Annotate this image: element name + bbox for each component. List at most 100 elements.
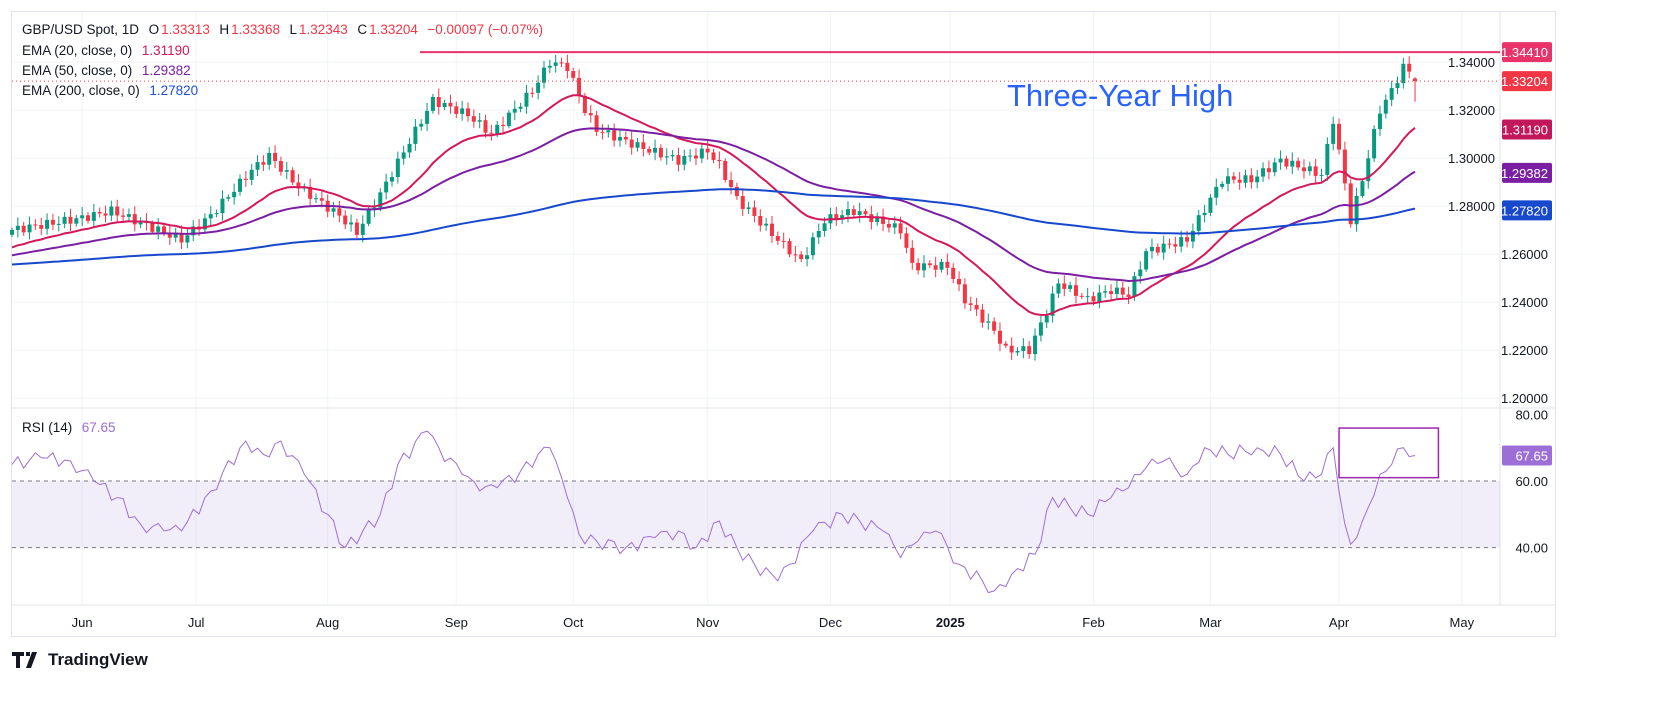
candle-body xyxy=(1243,175,1248,183)
candle-body xyxy=(126,214,131,217)
candle-body xyxy=(185,235,190,243)
candle-body xyxy=(1103,291,1108,293)
candle-body xyxy=(1062,283,1067,289)
rsi-band xyxy=(12,481,1500,548)
candle-body xyxy=(1173,244,1178,247)
candle xyxy=(1208,193,1213,217)
candle xyxy=(1389,80,1394,107)
candle xyxy=(559,57,564,68)
open-label: O xyxy=(148,22,160,37)
candle xyxy=(729,171,734,195)
candle xyxy=(214,209,219,218)
candle-body xyxy=(91,212,96,221)
candle-body xyxy=(1354,195,1359,225)
candle-body xyxy=(284,170,289,172)
candle xyxy=(249,164,254,186)
time-tick-label: Apr xyxy=(1329,615,1350,630)
candle-body xyxy=(1068,285,1073,289)
candle xyxy=(758,209,763,232)
candle xyxy=(1377,105,1382,137)
candle-body xyxy=(354,222,359,235)
candle xyxy=(594,110,599,136)
candle-body xyxy=(1337,123,1342,150)
candle xyxy=(997,322,1002,352)
candle xyxy=(448,94,453,114)
price-badge xyxy=(1502,200,1552,221)
rsi-legend[interactable]: RSI (14) 67.65 xyxy=(22,420,118,435)
candle-body xyxy=(495,124,500,134)
candle xyxy=(764,217,769,231)
candle-body xyxy=(881,216,886,224)
candle-body xyxy=(729,180,734,187)
candle xyxy=(115,199,120,222)
candle-body xyxy=(191,226,196,236)
candle xyxy=(1237,171,1242,190)
rsi-line xyxy=(11,430,1416,594)
candle-body xyxy=(1144,251,1149,270)
tradingview-logo-text: TradingView xyxy=(48,650,148,669)
candle-body xyxy=(1132,276,1137,297)
candle xyxy=(851,205,856,219)
candle-body xyxy=(21,225,26,233)
candle-body xyxy=(1126,294,1131,297)
candle-body xyxy=(670,155,675,157)
candle-body xyxy=(331,208,336,212)
candle xyxy=(39,217,44,236)
candle-body xyxy=(875,216,880,223)
candle-body xyxy=(658,147,663,158)
candle xyxy=(623,131,628,145)
candle xyxy=(921,255,926,278)
candle xyxy=(349,214,354,232)
candle-body xyxy=(1348,183,1353,225)
candle xyxy=(1301,159,1306,179)
candle-body xyxy=(688,155,693,157)
candle-body xyxy=(138,221,143,225)
candle xyxy=(723,158,728,183)
candle-body xyxy=(1331,123,1336,144)
candle xyxy=(1337,118,1342,155)
candle-body xyxy=(734,186,739,197)
ema50-legend[interactable]: EMA (50, close, 0) 1.29382 xyxy=(22,63,193,78)
candle-body xyxy=(442,102,447,108)
candle xyxy=(273,145,278,169)
candle-body xyxy=(1056,283,1061,294)
candle-body xyxy=(1377,113,1382,130)
candle-body xyxy=(1214,186,1219,198)
candle-body xyxy=(758,215,763,226)
rsi-tick-label: 60.00 xyxy=(1515,474,1548,489)
candle-body xyxy=(834,214,839,220)
candle xyxy=(565,54,570,79)
candle-body xyxy=(635,142,640,148)
candle xyxy=(1231,172,1236,184)
candle-body xyxy=(1395,83,1400,89)
rsi-tick-label: 40.00 xyxy=(1515,541,1548,556)
candle-body xyxy=(986,321,991,323)
candle xyxy=(489,124,494,141)
candle-body xyxy=(1342,149,1347,184)
candle xyxy=(1225,167,1230,192)
candle xyxy=(875,212,880,226)
tradingview-logo[interactable]: TradingView xyxy=(12,650,148,670)
candle-body xyxy=(863,211,868,215)
candle xyxy=(232,183,237,205)
chart-frame xyxy=(11,11,1556,637)
candle-body xyxy=(565,62,570,72)
candle xyxy=(1056,278,1061,299)
candle-body xyxy=(448,102,453,107)
candle-body xyxy=(425,110,430,124)
candle xyxy=(10,227,14,237)
candle-body xyxy=(1208,197,1213,213)
candle-body xyxy=(179,232,184,243)
symbol-name: GBP/USD Spot, 1D xyxy=(22,22,140,37)
candle xyxy=(15,217,20,238)
ema20-legend[interactable]: EMA (20, close, 0) 1.31190 xyxy=(22,43,192,58)
candle-body xyxy=(436,97,441,108)
candle-body xyxy=(226,197,231,199)
candle-body xyxy=(1301,167,1306,172)
ema200-legend[interactable]: EMA (200, close, 0) 1.27820 xyxy=(22,83,200,98)
candle-body xyxy=(1319,174,1324,176)
candle xyxy=(401,145,406,165)
candle xyxy=(331,201,336,218)
candle-body xyxy=(1179,237,1184,247)
